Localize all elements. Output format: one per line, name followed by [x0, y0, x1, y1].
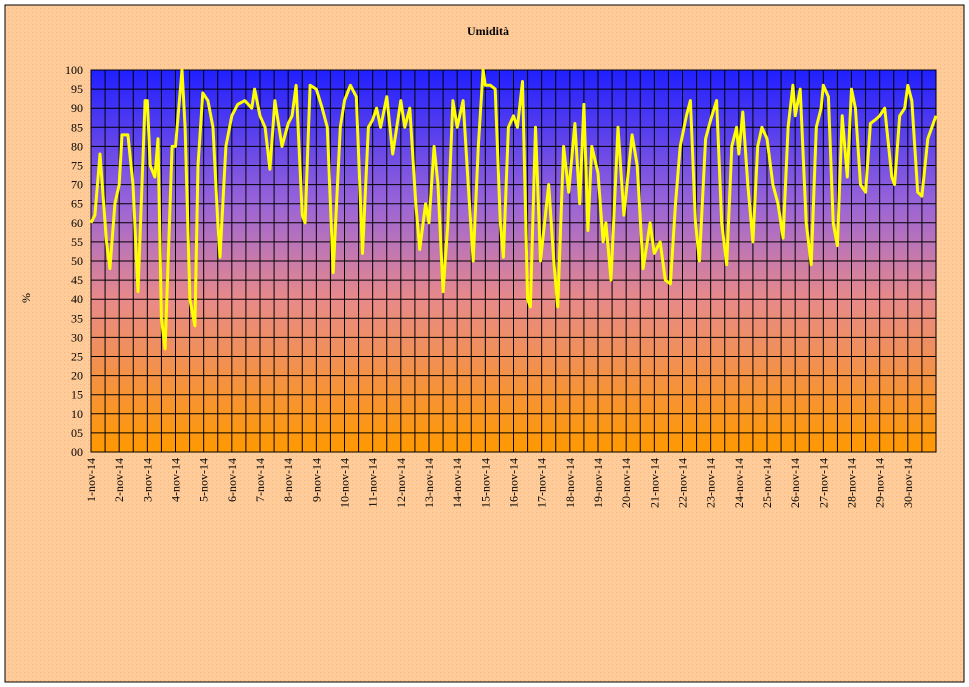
x-tick-label: 28-nov-14 [845, 458, 859, 508]
x-tick-label: 8-nov-14 [281, 458, 295, 502]
y-tick-label: 55 [71, 235, 83, 249]
y-tick-label: 40 [71, 292, 83, 306]
x-tick-label: 10-nov-14 [338, 458, 352, 508]
x-tick-label: 2-nov-14 [112, 458, 126, 502]
x-tick-label: 7-nov-14 [253, 458, 267, 502]
x-tick-label: 22-nov-14 [676, 458, 690, 508]
y-tick-label: 15 [71, 388, 83, 402]
y-tick-label: 60 [71, 216, 83, 230]
x-tick-label: 16-nov-14 [507, 458, 521, 508]
x-tick-label: 9-nov-14 [309, 458, 323, 502]
x-tick-label: 13-nov-14 [422, 458, 436, 508]
x-tick-label: 26-nov-14 [788, 458, 802, 508]
plot-border [90, 69, 937, 453]
y-axis-label: % [19, 293, 33, 303]
y-tick-label: 20 [71, 369, 83, 383]
y-tick-label: 65 [71, 197, 83, 211]
y-tick-label: 80 [71, 139, 83, 153]
x-tick-label: 1-nov-14 [84, 458, 98, 502]
x-tick-label: 20-nov-14 [619, 458, 633, 508]
x-tick-label: 30-nov-14 [901, 458, 915, 508]
x-tick-label: 24-nov-14 [732, 458, 746, 508]
y-tick-label: 00 [71, 445, 83, 459]
x-tick-label: 25-nov-14 [760, 458, 774, 508]
x-tick-label: 23-nov-14 [704, 458, 718, 508]
x-tick-label: 5-nov-14 [197, 458, 211, 502]
chart-title: Umidità [467, 24, 509, 38]
x-tick-label: 12-nov-14 [394, 458, 408, 508]
x-tick-label: 29-nov-14 [873, 458, 887, 508]
x-tick-label: 15-nov-14 [478, 458, 492, 508]
x-tick-label: 3-nov-14 [140, 458, 154, 502]
y-tick-label: 95 [71, 82, 83, 96]
y-tick-label: 35 [71, 311, 83, 325]
y-tick-label: 100 [65, 63, 83, 77]
y-tick-label: 05 [71, 426, 83, 440]
y-tick-label: 50 [71, 254, 83, 268]
x-tick-label: 4-nov-14 [169, 458, 183, 502]
y-tick-label: 75 [71, 159, 83, 173]
x-tick-label: 11-nov-14 [366, 458, 380, 508]
y-tick-label: 45 [71, 273, 83, 287]
x-tick-label: 18-nov-14 [563, 458, 577, 508]
x-tick-label: 19-nov-14 [591, 458, 605, 508]
x-tick-label: 14-nov-14 [450, 458, 464, 508]
x-tick-label: 21-nov-14 [647, 458, 661, 508]
y-tick-label: 90 [71, 101, 83, 115]
x-tick-label: 6-nov-14 [225, 458, 239, 502]
data-line [89, 68, 938, 351]
y-tick-label: 70 [71, 178, 83, 192]
y-tick-label: 25 [71, 350, 83, 364]
y-tick-label: 30 [71, 330, 83, 344]
x-tick-label: 27-nov-14 [816, 458, 830, 508]
y-tick-label: 85 [71, 120, 83, 134]
y-tick-label: 10 [71, 407, 83, 421]
x-tick-label: 17-nov-14 [535, 458, 549, 508]
